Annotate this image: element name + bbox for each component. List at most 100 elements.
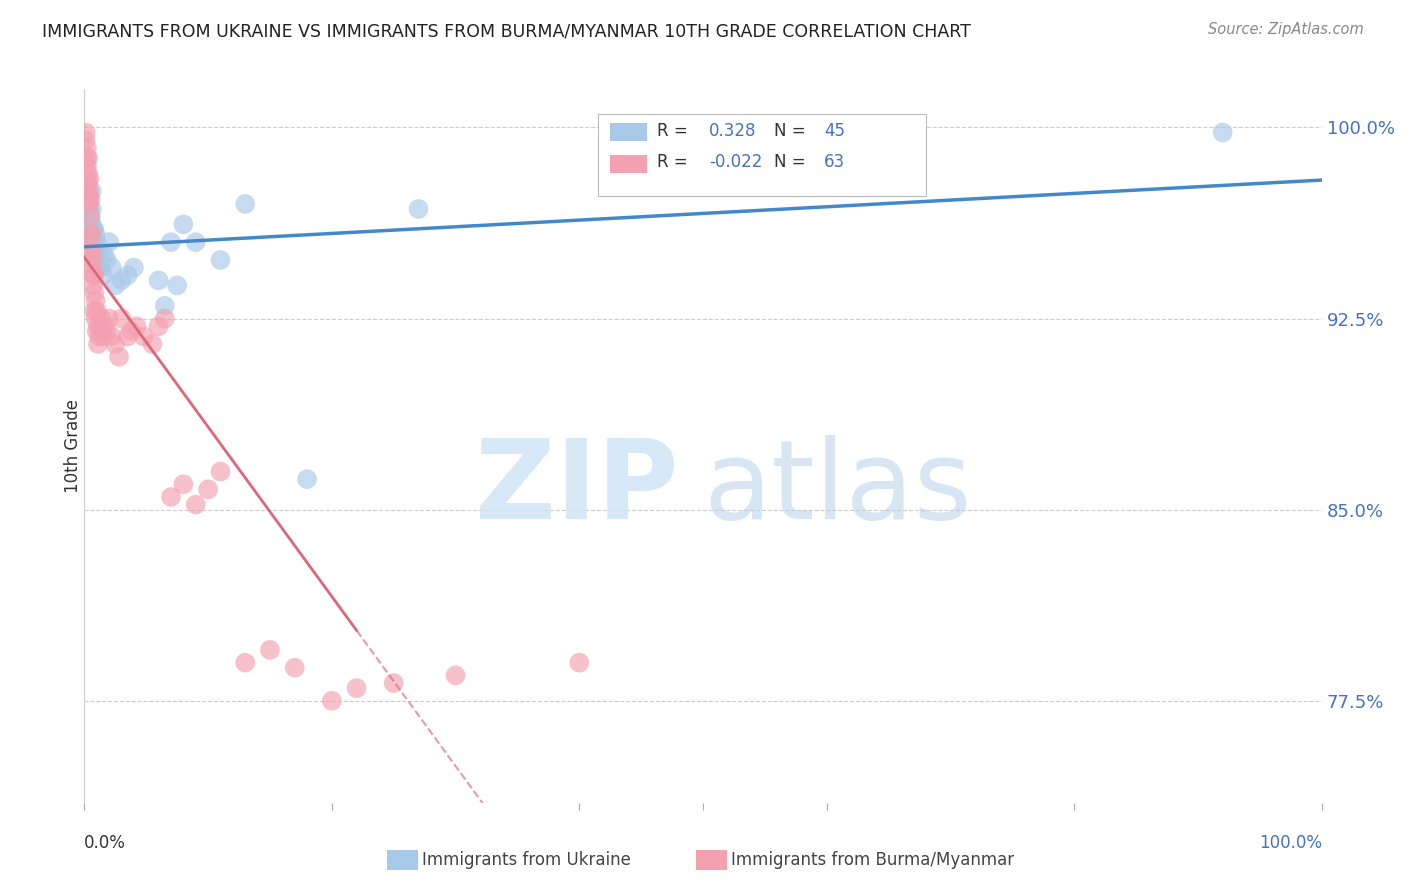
Text: R =: R = (657, 153, 693, 171)
Point (141, 337, 163, 351)
Point (80, 217, 103, 231)
Text: IMMIGRANTS FROM UKRAINE VS IMMIGRANTS FROM BURMA/MYANMAR 10TH GRADE CORRELATION : IMMIGRANTS FROM UKRAINE VS IMMIGRANTS FR… (42, 22, 972, 40)
Point (90, 311, 112, 326)
Y-axis label: 10th Grade: 10th Grade (65, 399, 82, 493)
Point (91, 329, 114, 343)
Point (79, 210, 101, 224)
Point (120, 324, 142, 338)
Point (83, 268, 105, 283)
Point (79, 171, 101, 186)
Point (110, 311, 132, 326)
Point (77, 192, 100, 206)
Point (100, 260, 122, 275)
Point (100, 329, 122, 343)
Text: Source: ZipAtlas.com: Source: ZipAtlas.com (1208, 22, 1364, 37)
Point (76, 141, 98, 155)
Point (153, 299, 176, 313)
Point (87, 243, 110, 257)
Point (91, 268, 114, 283)
Point (233, 197, 256, 211)
Point (82, 268, 104, 283)
Point (197, 483, 219, 497)
Point (80, 184, 103, 198)
Point (80, 227, 103, 242)
Point (1212, 126, 1234, 140)
Point (79, 243, 101, 257)
Point (84, 311, 107, 326)
Bar (610, 155, 647, 173)
Point (80, 202, 103, 216)
Point (172, 477, 194, 491)
Point (125, 319, 148, 334)
Point (79, 202, 101, 216)
Text: -0.022: -0.022 (709, 153, 762, 171)
Text: atlas: atlas (703, 435, 972, 542)
Point (80, 260, 103, 275)
Text: 63: 63 (824, 153, 845, 171)
Point (98, 235, 121, 249)
Point (86, 324, 108, 338)
Point (148, 273, 170, 287)
Point (79, 227, 101, 242)
Point (89, 252, 111, 267)
Point (79, 210, 101, 224)
Point (79, 227, 101, 242)
Point (87, 337, 110, 351)
Point (76, 159, 98, 173)
Text: 0.328: 0.328 (709, 122, 756, 140)
Point (93, 319, 115, 334)
Point (82, 252, 104, 267)
Point (284, 661, 307, 675)
Point (79, 192, 101, 206)
Point (259, 643, 281, 657)
Point (153, 311, 176, 326)
Point (86, 235, 108, 249)
Point (295, 472, 318, 486)
Point (77, 166, 100, 180)
Point (77, 177, 100, 191)
Text: R =: R = (657, 122, 693, 140)
Point (79, 184, 101, 198)
Text: 0.0%: 0.0% (84, 834, 127, 852)
Point (346, 681, 368, 695)
Text: 45: 45 (824, 122, 845, 140)
Point (160, 235, 183, 249)
Point (148, 319, 170, 334)
Point (89, 324, 111, 338)
Text: Immigrants from Burma/Myanmar: Immigrants from Burma/Myanmar (731, 851, 1014, 869)
Point (82, 278, 104, 293)
Point (209, 252, 232, 267)
Point (89, 329, 111, 343)
Point (233, 656, 256, 670)
Point (84, 293, 107, 308)
Point (79, 197, 101, 211)
Point (80, 243, 103, 257)
Point (82, 235, 104, 249)
Point (104, 337, 127, 351)
Point (84, 227, 107, 242)
Point (132, 329, 155, 343)
Point (84, 248, 107, 262)
Point (87, 319, 110, 334)
Point (77, 222, 100, 236)
Point (79, 189, 101, 203)
Point (75, 197, 97, 211)
Point (96, 252, 118, 267)
Point (382, 676, 405, 690)
Point (96, 324, 118, 338)
Point (172, 217, 194, 231)
Point (83, 304, 105, 318)
Point (184, 498, 207, 512)
Point (104, 278, 127, 293)
Point (77, 151, 100, 165)
Point (83, 240, 105, 254)
Text: 100.0%: 100.0% (1258, 834, 1322, 852)
Point (160, 490, 183, 504)
Point (86, 260, 108, 275)
Point (108, 350, 131, 364)
FancyBboxPatch shape (598, 114, 925, 196)
Point (110, 273, 132, 287)
Point (408, 202, 430, 216)
Point (86, 304, 108, 318)
Bar (610, 123, 647, 141)
